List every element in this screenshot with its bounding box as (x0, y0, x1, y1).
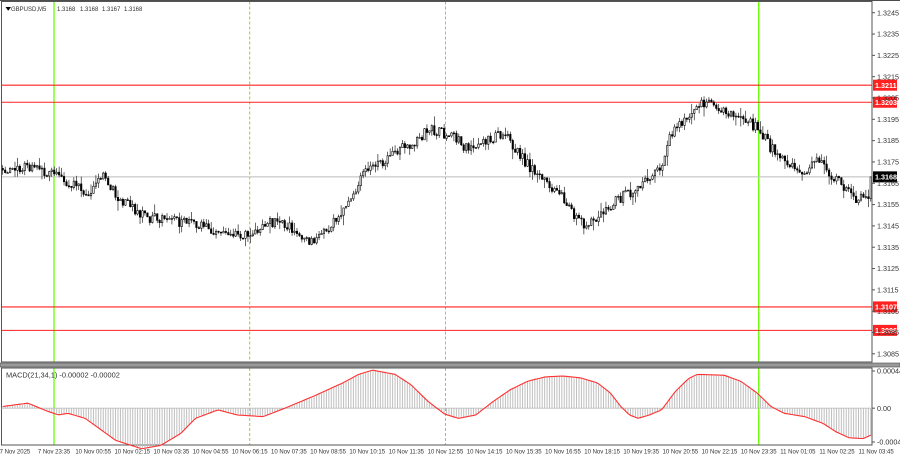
svg-text:1.3115: 1.3115 (877, 285, 898, 294)
svg-text:10 Nov 23:35: 10 Nov 23:35 (741, 450, 777, 456)
svg-text:1.3245: 1.3245 (877, 8, 899, 17)
svg-text:1.3167: 1.3167 (102, 7, 121, 13)
svg-text:1.3145: 1.3145 (877, 222, 899, 231)
svg-text:1.3195: 1.3195 (877, 115, 899, 124)
svg-text:1.3085: 1.3085 (877, 349, 899, 358)
svg-text:10 Nov 00:55: 10 Nov 00:55 (75, 450, 111, 456)
svg-text:1.3168: 1.3168 (124, 7, 143, 13)
svg-text:10 Nov 19:35: 10 Nov 19:35 (623, 450, 659, 456)
svg-text:10 Nov 11:35: 10 Nov 11:35 (389, 450, 425, 456)
svg-text:10 Nov 20:55: 10 Nov 20:55 (663, 450, 699, 456)
svg-text:1.3168: 1.3168 (80, 7, 99, 13)
svg-text:1.3225: 1.3225 (877, 51, 899, 60)
svg-text:10 Nov 18:15: 10 Nov 18:15 (584, 450, 620, 456)
svg-text:10 Nov 16:55: 10 Nov 16:55 (545, 450, 581, 456)
svg-text:1.3185: 1.3185 (877, 136, 899, 145)
svg-text:10 Nov 22:15: 10 Nov 22:15 (702, 450, 738, 456)
svg-text:11 Nov 01:05: 11 Nov 01:05 (780, 450, 816, 456)
svg-text:1.3215: 1.3215 (877, 72, 899, 81)
svg-text:MACD(21,34,1) -0.00002 -0.0000: MACD(21,34,1) -0.00002 -0.00002 (6, 371, 120, 380)
svg-text:1.3105: 1.3105 (877, 307, 899, 316)
svg-text:10 Nov 06:15: 10 Nov 06:15 (232, 450, 268, 456)
svg-text:1.3095: 1.3095 (877, 328, 899, 337)
svg-text:10 Nov 15:35: 10 Nov 15:35 (506, 450, 542, 456)
svg-text:1.3135: 1.3135 (877, 243, 899, 252)
svg-text:1.3235: 1.3235 (877, 30, 899, 39)
svg-text:1.3155: 1.3155 (877, 200, 899, 209)
svg-text:10 Nov 07:35: 10 Nov 07:35 (271, 450, 307, 456)
svg-text:GBPUSD,M5: GBPUSD,M5 (11, 7, 47, 13)
svg-text:10 Nov 14:15: 10 Nov 14:15 (467, 450, 503, 456)
svg-text:10 Nov 08:55: 10 Nov 08:55 (310, 450, 346, 456)
svg-text:1.3211: 1.3211 (875, 81, 897, 90)
svg-text:1.3168: 1.3168 (57, 7, 76, 13)
svg-text:10 Nov 03:35: 10 Nov 03:35 (154, 450, 190, 456)
svg-text:10 Nov 10:15: 10 Nov 10:15 (349, 450, 385, 456)
svg-text:1.3175: 1.3175 (877, 158, 899, 167)
svg-text:11 Nov 02:25: 11 Nov 02:25 (819, 450, 855, 456)
svg-text:11 Nov 03:45: 11 Nov 03:45 (858, 450, 894, 456)
svg-text:0.00: 0.00 (877, 404, 891, 413)
svg-text:1.3205: 1.3205 (877, 94, 899, 103)
svg-text:1.3125: 1.3125 (877, 264, 899, 273)
svg-text:10 Nov 12:55: 10 Nov 12:55 (428, 450, 464, 456)
svg-text:0.00044: 0.00044 (877, 367, 900, 376)
svg-text:1.3165: 1.3165 (877, 179, 899, 188)
svg-text:7 Nov 23:35: 7 Nov 23:35 (38, 450, 71, 456)
svg-text:7 Nov 2025: 7 Nov 2025 (0, 450, 31, 456)
svg-text:10 Nov 04:55: 10 Nov 04:55 (193, 450, 229, 456)
svg-text:10 Nov 02:15: 10 Nov 02:15 (114, 450, 150, 456)
svg-text:-0.0004: -0.0004 (877, 438, 900, 447)
